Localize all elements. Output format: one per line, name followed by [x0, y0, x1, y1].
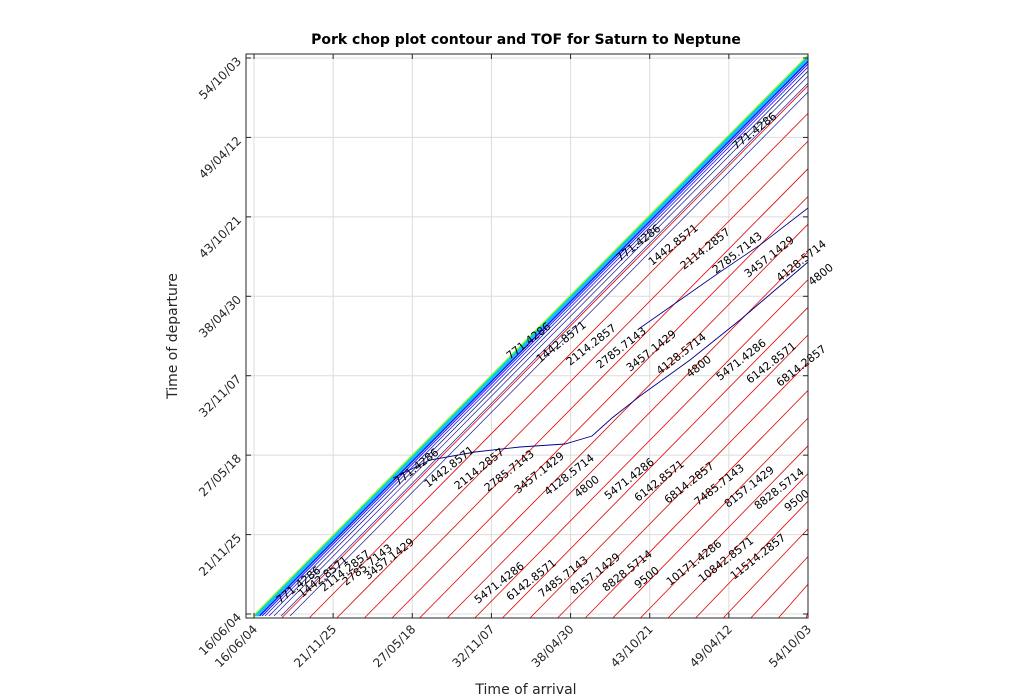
tof-line — [695, 500, 809, 619]
tof-line — [502, 307, 809, 619]
contour-line — [289, 91, 809, 617]
tof-line — [364, 168, 809, 619]
plot-frame — [245, 53, 809, 619]
tof-line — [419, 223, 809, 619]
contour-line-wandering — [392, 261, 809, 479]
tof-line — [722, 528, 809, 619]
x-axis-label: Time of arrival — [474, 682, 576, 698]
tof-line — [391, 196, 809, 619]
tof-line — [778, 584, 809, 619]
contour-line — [259, 61, 809, 617]
tof-line — [557, 362, 809, 619]
y-axis-label: Time of departure — [165, 273, 181, 400]
contour-line — [264, 66, 809, 617]
tof-line — [336, 140, 809, 619]
contour-line — [256, 58, 809, 617]
tof-line — [584, 390, 809, 619]
contour-line — [268, 70, 809, 617]
chart-title: Pork chop plot contour and TOF for Satur… — [311, 32, 741, 48]
tof-line — [308, 113, 809, 619]
contour-line — [261, 63, 809, 617]
contour-line — [280, 82, 809, 617]
contour-line — [254, 56, 809, 617]
tof-line — [281, 85, 809, 619]
tof-line — [667, 473, 809, 619]
contour-line — [273, 75, 809, 617]
tof-line — [640, 445, 809, 619]
contour-lines — [253, 55, 809, 617]
tof-line — [750, 556, 809, 619]
tof-line — [612, 417, 809, 619]
contour-line-upper — [639, 207, 809, 329]
tof-line — [529, 334, 809, 619]
tof-line — [474, 279, 809, 619]
tof-lines — [281, 85, 809, 619]
